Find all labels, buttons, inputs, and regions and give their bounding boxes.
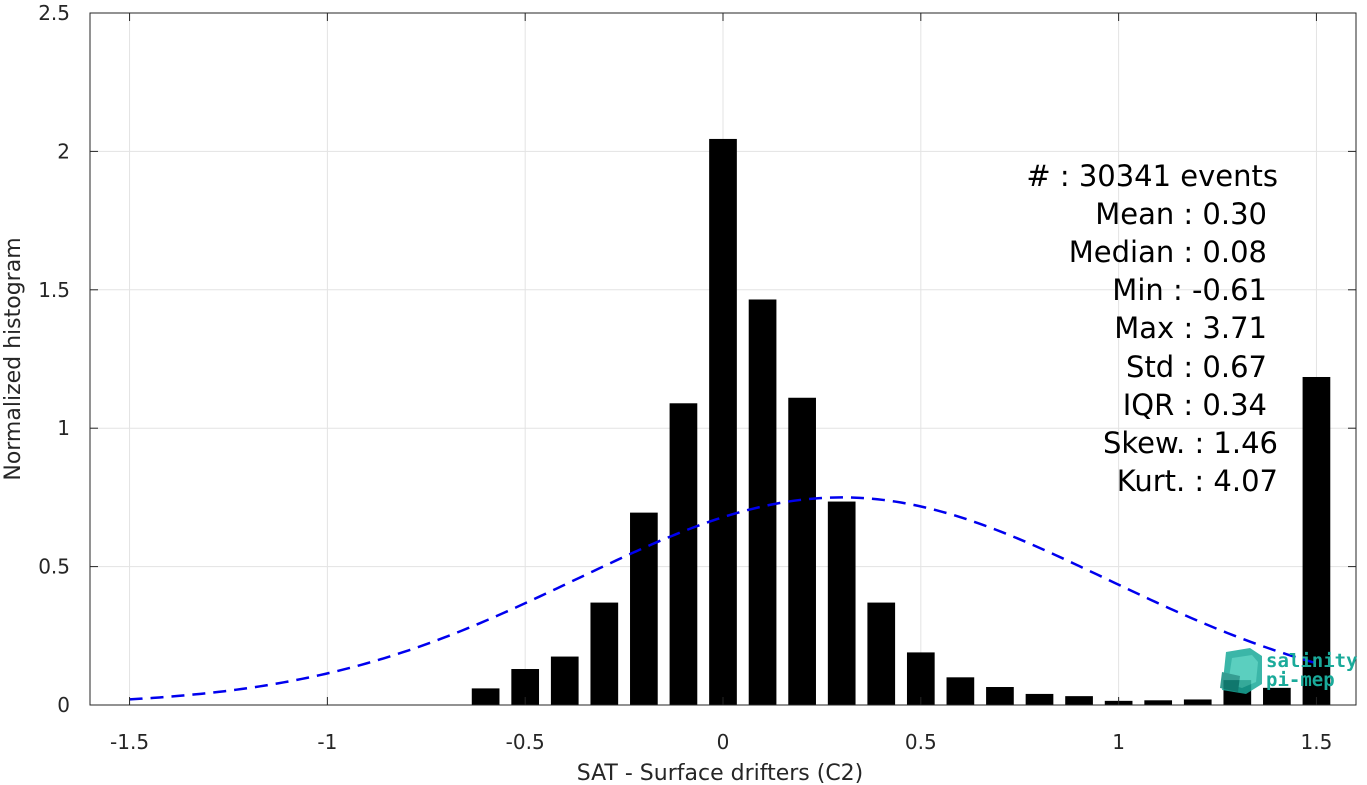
logo-text-pi-mep: pi-mep [1266, 669, 1335, 691]
histogram-bar [1302, 376, 1331, 705]
stat-mean: Mean : 0.30 [1095, 197, 1267, 231]
histogram-bar [788, 397, 816, 705]
gaussian-fit-curve [129, 496, 1317, 701]
y-tick-labels: 0 0.5 1 1.5 2 2.5 [38, 1, 70, 717]
histogram-bar [1263, 687, 1291, 705]
salinity-logo-icon [1220, 648, 1262, 694]
y-tick-label: 0.5 [38, 555, 70, 579]
stat-max: Max : 3.71 [1114, 311, 1267, 345]
x-tick-labels: -1.5 -1 -0.5 0 0.5 1 1.5 [110, 730, 1332, 754]
stat-skew: Skew. : 1.46 [1103, 426, 1278, 460]
x-tick-label: -1.5 [110, 730, 149, 754]
histogram-bar [1025, 693, 1054, 705]
stat-iqr: IQR : 0.34 [1123, 388, 1267, 422]
x-tick-label: 0.5 [905, 730, 937, 754]
histogram-bar [906, 652, 935, 705]
stats-annotation: # : 30341 events Mean : 0.30 Median : 0.… [1026, 159, 1278, 498]
histogram-bar [867, 602, 896, 705]
stat-kurt: Kurt. : 4.07 [1117, 464, 1278, 498]
axis-ticks [90, 12, 1356, 706]
histogram-bar [471, 688, 500, 705]
y-tick-label: 1 [57, 416, 70, 440]
histogram-bar [669, 403, 698, 705]
histogram-bar [590, 602, 619, 705]
y-tick-label: 2 [57, 139, 70, 163]
histogram-bar [827, 501, 856, 705]
histogram-bar [1183, 699, 1212, 705]
histogram-bar [748, 299, 777, 705]
histogram-bar [986, 687, 1014, 705]
stat-median: Median : 0.08 [1069, 235, 1267, 269]
histogram-bar [1144, 700, 1173, 705]
y-tick-label: 1.5 [38, 278, 70, 302]
y-tick-label: 2.5 [38, 1, 70, 25]
x-tick-label: 0 [717, 730, 730, 754]
histogram-bar [630, 512, 658, 705]
histogram-bar [550, 656, 579, 705]
histogram-bar [946, 677, 975, 705]
y-axis-title: Normalized histogram [1, 237, 26, 480]
histogram-bar [709, 138, 737, 706]
x-tick-label: 1 [1112, 730, 1125, 754]
x-tick-label: -1 [317, 730, 337, 754]
stat-std: Std : 0.67 [1126, 350, 1267, 384]
histogram-bars [471, 138, 1331, 706]
histogram-bar [1065, 696, 1093, 705]
stat-count: # : 30341 events [1026, 159, 1278, 193]
x-tick-label: -0.5 [506, 730, 545, 754]
x-tick-label: 1.5 [1301, 730, 1333, 754]
stat-min: Min : -0.61 [1112, 273, 1267, 307]
y-tick-label: 0 [57, 693, 70, 717]
salinity-pi-mep-logo: salinity pi-mep [1220, 648, 1358, 694]
logo-text-salinity: salinity [1266, 650, 1358, 672]
x-axis-title: SAT - Surface drifters (C2) [577, 761, 864, 785]
